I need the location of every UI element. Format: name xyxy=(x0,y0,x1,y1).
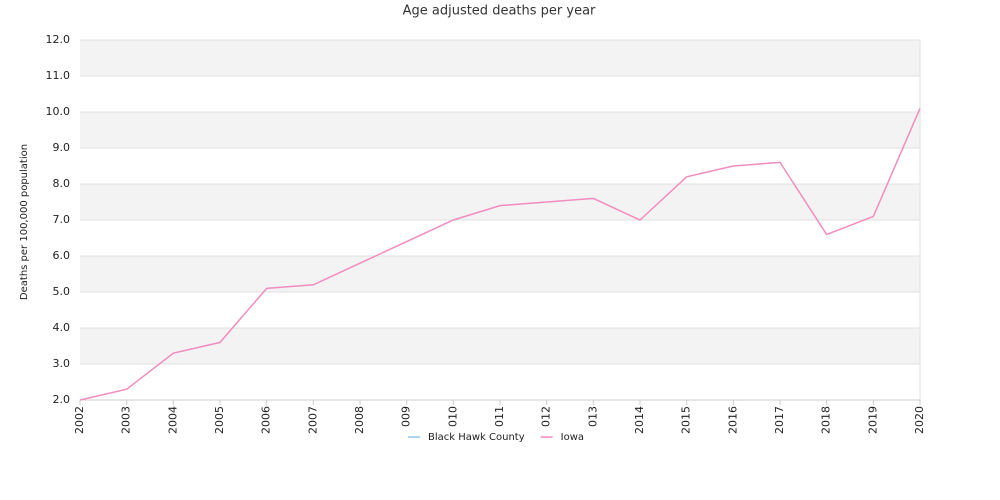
y-tick-label: 11.0 xyxy=(46,69,71,82)
x-tick-label: 2016 xyxy=(726,406,739,434)
y-tick-label: 10.0 xyxy=(46,105,71,118)
y-tick-label: 12.0 xyxy=(46,33,71,46)
y-tick-label: 5.0 xyxy=(53,285,71,298)
legend-label: Iowa xyxy=(561,432,584,443)
legend-label: Black Hawk County xyxy=(428,432,525,443)
series-line xyxy=(79,108,921,401)
grid-band xyxy=(80,184,920,220)
x-tick-label: 2010 xyxy=(446,406,459,434)
x-tick-label: 2004 xyxy=(166,406,179,434)
x-tick-label: 2019 xyxy=(866,406,879,434)
grid-band xyxy=(80,40,920,76)
y-tick-label: 7.0 xyxy=(53,213,71,226)
y-tick-label: 6.0 xyxy=(53,249,71,262)
legend: Black Hawk County Iowa xyxy=(395,428,605,446)
y-tick-label: 8.0 xyxy=(53,177,71,190)
x-tick-label: 2018 xyxy=(820,406,833,434)
grid-band xyxy=(80,112,920,148)
y-tick-label: 2.0 xyxy=(53,393,71,406)
chart-title: Age adjusted deaths per year xyxy=(403,4,596,19)
x-tick-label: 2011 xyxy=(493,406,506,434)
x-tick-label: 2017 xyxy=(773,406,786,434)
x-tick-label: 2009 xyxy=(400,406,413,434)
x-tick-label: 2003 xyxy=(120,406,133,434)
x-tick-label: 2014 xyxy=(633,406,646,434)
x-tick-label: 2007 xyxy=(306,406,319,434)
grid-band xyxy=(80,256,920,292)
y-axis-label: Deaths per 100,000 population xyxy=(19,144,30,300)
x-tick-label: 2020 xyxy=(913,406,926,434)
x-tick-label: 2006 xyxy=(260,406,273,434)
x-tick-label: 2005 xyxy=(213,406,226,434)
y-tick-label: 4.0 xyxy=(53,321,71,334)
x-tick-label: 2013 xyxy=(586,406,599,434)
x-tick-label: 2015 xyxy=(680,406,693,434)
grid-band xyxy=(80,328,920,364)
x-tick-label: 2008 xyxy=(353,406,366,434)
y-tick-label: 9.0 xyxy=(53,141,71,154)
legend-background xyxy=(395,428,605,446)
y-tick-label: 3.0 xyxy=(53,357,71,370)
x-tick-label: 2002 xyxy=(73,406,86,434)
x-tick-label: 2012 xyxy=(540,406,553,434)
